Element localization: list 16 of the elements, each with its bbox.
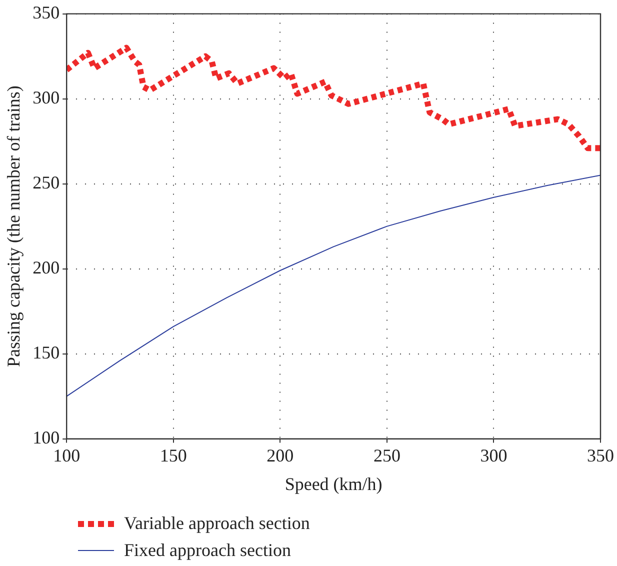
y-axis-title: Passing capacity (the number of trains) [4, 86, 24, 368]
y-tick-label: 250 [32, 172, 60, 193]
x-tick-label: 150 [160, 445, 187, 466]
x-tick-label: 350 [587, 445, 614, 466]
x-tick-label: 250 [373, 445, 400, 466]
x-tick-label: 100 [53, 445, 80, 466]
legend-label: Variable approach section [124, 513, 310, 534]
y-tick-label: 100 [32, 428, 60, 448]
x-axis-title: Speed (km/h) [284, 474, 382, 494]
y-tick-label: 200 [32, 258, 60, 278]
x-tick-label: 200 [266, 445, 294, 466]
y-tick-label: 300 [32, 88, 60, 108]
y-tick-label: 350 [32, 2, 60, 23]
x-tick-label: 300 [480, 445, 508, 466]
y-tick-label: 150 [32, 342, 60, 363]
legend-label: Fixed approach section [124, 540, 291, 561]
